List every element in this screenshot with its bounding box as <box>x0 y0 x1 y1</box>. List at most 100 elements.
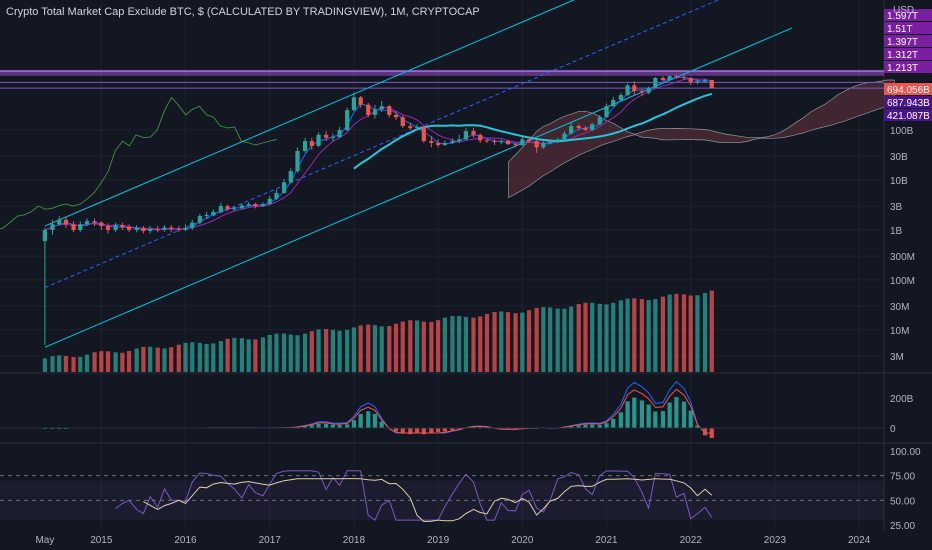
candle-body <box>63 219 69 225</box>
candle-body <box>646 87 651 93</box>
macd-histogram-bar <box>478 426 483 428</box>
candle-body <box>57 219 62 225</box>
volume-bar <box>583 302 588 372</box>
volume-bar <box>709 290 714 372</box>
macd-histogram-bar <box>457 428 462 430</box>
volume-bar <box>436 320 441 372</box>
macd-histogram-bar <box>576 425 581 428</box>
price-candles[interactable] <box>42 74 714 345</box>
volume-bar <box>534 307 539 372</box>
price-badge <box>884 61 932 73</box>
volume-bar <box>442 317 447 372</box>
macd-pane[interactable] <box>0 380 884 438</box>
candle-body <box>183 227 188 230</box>
time-tick-label: 2019 <box>427 535 450 546</box>
macd-histogram-bar <box>660 411 666 428</box>
candle-body <box>429 141 434 143</box>
candle-body <box>611 99 616 107</box>
candle-body <box>105 225 111 230</box>
time-tick-label: 2020 <box>511 535 534 546</box>
macd-histogram-bar <box>702 428 708 436</box>
candle-body <box>667 76 672 81</box>
channel-mid <box>44 0 720 289</box>
rsi-pane[interactable] <box>0 470 884 523</box>
candle-body <box>505 141 511 145</box>
candle-body <box>450 141 455 143</box>
macd-histogram-bar <box>632 397 637 428</box>
volume-bar <box>204 343 209 372</box>
volume-bar <box>92 352 97 372</box>
candle-body <box>337 130 342 138</box>
candle-body <box>120 225 125 227</box>
candle-body <box>141 227 146 232</box>
price-badge-label: 1.312T <box>887 50 918 61</box>
volume-bar <box>324 329 329 372</box>
currency-label: USD <box>893 5 915 16</box>
price-badge-label: 1.597T <box>887 11 918 22</box>
time-tick-label: 2022 <box>680 535 703 546</box>
volume-bar <box>63 355 69 372</box>
volume-bar <box>646 300 651 372</box>
volume-bar <box>134 348 139 372</box>
ichimoku-layer <box>0 79 895 230</box>
candle-body <box>253 204 258 207</box>
volume-bar <box>176 344 181 372</box>
candle-body <box>239 205 245 209</box>
volume-bar <box>547 307 553 372</box>
volume-bar <box>267 334 272 372</box>
macd-histogram-bar <box>597 424 602 428</box>
volume-bar <box>302 333 308 372</box>
volume-bar <box>211 343 216 372</box>
rsi-tick-label: 75.00 <box>890 472 915 483</box>
candle-body <box>78 224 83 230</box>
volume-bar <box>183 342 188 372</box>
volume-bar <box>295 335 300 372</box>
macd-histogram-bar <box>302 426 308 428</box>
volume-bar <box>555 308 560 372</box>
candle-body <box>281 182 287 193</box>
candle-body <box>520 139 525 146</box>
volume-bar <box>148 346 153 372</box>
candle-body <box>316 134 321 146</box>
macd-histogram-bar <box>667 402 672 428</box>
macd-tick-label: 0 <box>890 424 896 435</box>
volume-bar <box>576 304 581 372</box>
macd-histogram-bar <box>414 428 420 434</box>
volume-bar <box>105 351 111 372</box>
candle-body <box>526 139 532 142</box>
macd-histogram-bar <box>351 420 357 428</box>
macd-histogram-bar <box>372 413 378 428</box>
price-badge-label: 421.087B <box>887 111 930 122</box>
volume-bar <box>253 339 258 372</box>
candle-body <box>225 206 230 210</box>
volume-bar <box>288 334 293 372</box>
volume-bar <box>513 313 518 372</box>
candle-body <box>534 141 539 148</box>
volume-bar <box>526 310 532 372</box>
candle-body <box>414 126 420 128</box>
regression-channel <box>0 0 884 348</box>
candle-body <box>709 80 714 88</box>
lagging-span <box>0 96 277 230</box>
candle-body <box>513 144 518 146</box>
volume-bar <box>126 350 132 372</box>
volume-bar <box>393 323 399 372</box>
candle-body <box>295 150 300 172</box>
price-tick-label: 10M <box>890 326 909 337</box>
macd-histogram-bar <box>583 424 588 428</box>
channel-upper <box>44 0 576 227</box>
price-badge-label: 694.056B <box>887 85 930 96</box>
volume-bar <box>478 316 483 372</box>
macd-histogram-bar <box>653 411 658 428</box>
volume-bar <box>330 329 335 372</box>
volume-bar <box>190 342 195 372</box>
macd-tick-label: 200B <box>890 394 914 405</box>
candle-body <box>324 134 329 138</box>
volume-bar <box>499 311 504 372</box>
macd-histogram-bar <box>366 411 371 428</box>
candle-body <box>660 77 666 81</box>
price-badge <box>884 35 932 47</box>
candle-body <box>372 109 378 115</box>
macd-histogram-bar <box>324 423 329 428</box>
